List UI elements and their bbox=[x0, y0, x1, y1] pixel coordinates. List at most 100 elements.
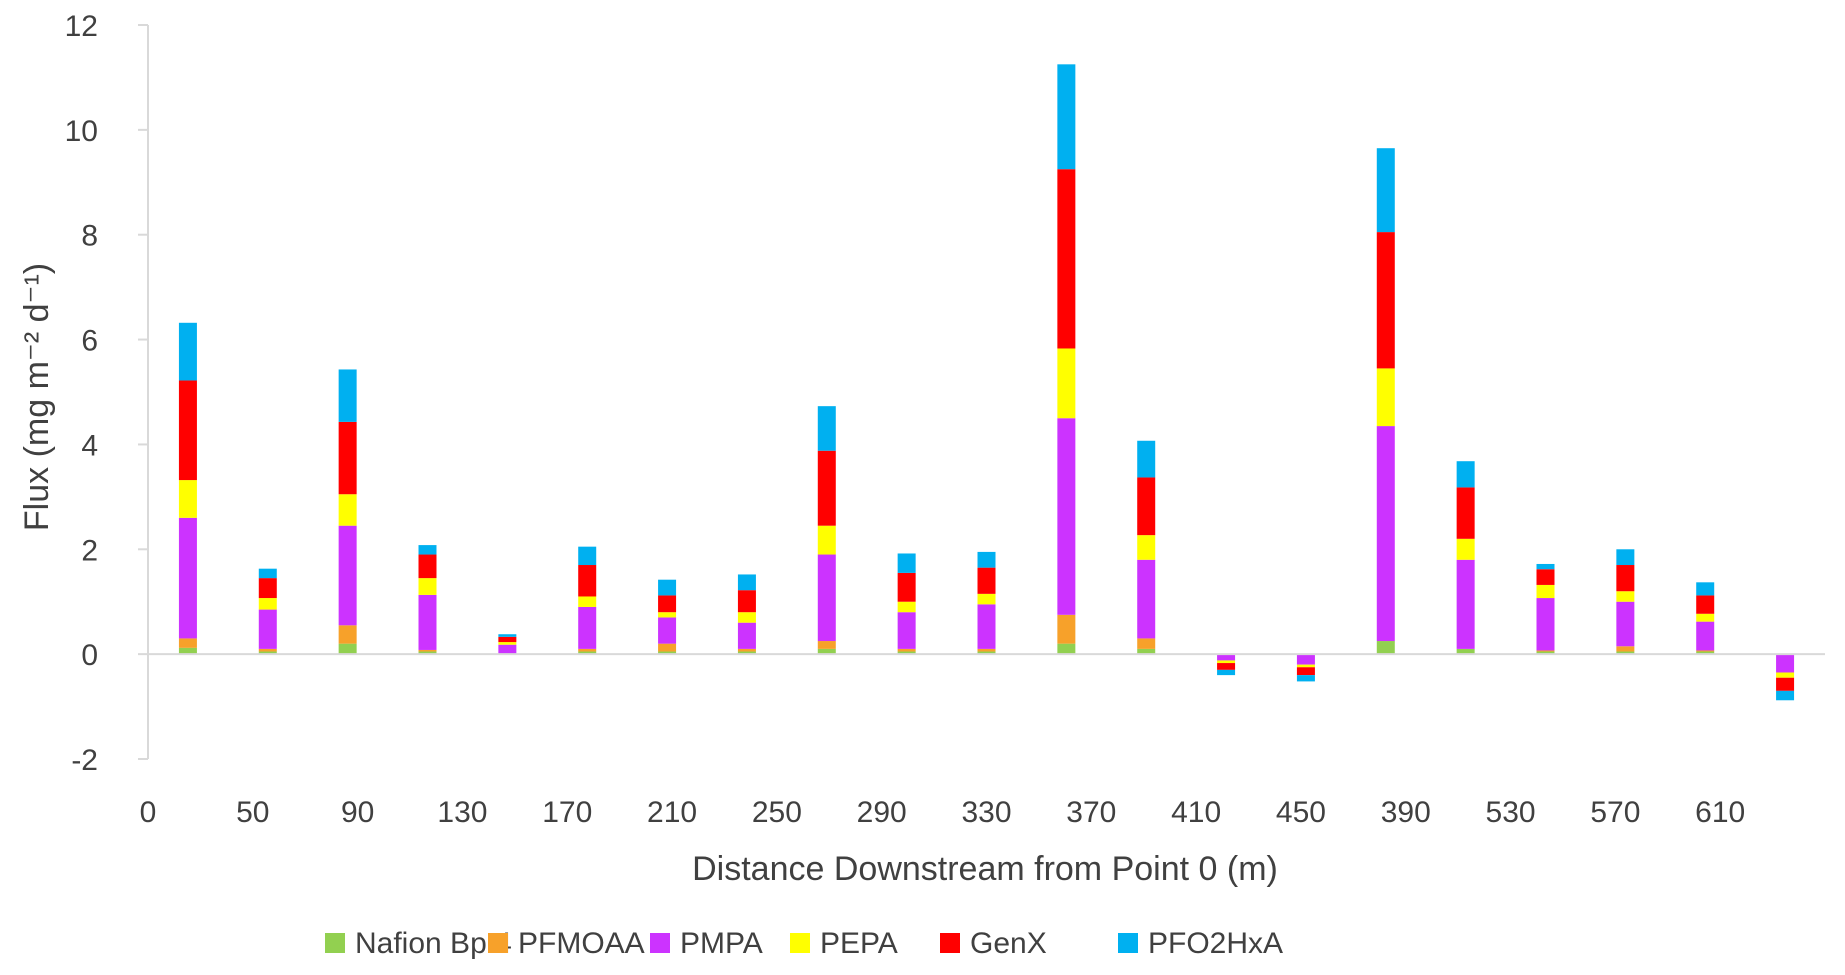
bar-segment bbox=[1616, 549, 1635, 566]
y-tick-label: 12 bbox=[65, 10, 98, 43]
bar-segment bbox=[498, 636, 517, 643]
bar-segment bbox=[578, 651, 597, 655]
bar-segment bbox=[178, 517, 197, 639]
y-tick-label: 6 bbox=[81, 325, 98, 358]
bar-segment bbox=[1616, 601, 1635, 647]
bar-segment bbox=[1296, 654, 1315, 665]
y-tick-label: 8 bbox=[81, 220, 98, 253]
bar-segment bbox=[737, 612, 756, 623]
bar-segment bbox=[1137, 440, 1156, 478]
bar-segment bbox=[1057, 64, 1076, 170]
bar-segment bbox=[338, 525, 357, 626]
x-tick-label: 450 bbox=[1276, 796, 1326, 829]
x-tick-label: 290 bbox=[857, 796, 907, 829]
x-tick-label: 410 bbox=[1171, 796, 1221, 829]
bar-segment bbox=[1776, 672, 1795, 678]
bar-segment bbox=[977, 604, 996, 649]
legend-swatch bbox=[650, 933, 670, 953]
bar-segment bbox=[1217, 660, 1236, 664]
bar-segment bbox=[1376, 148, 1395, 233]
legend-label: PEPA bbox=[820, 927, 898, 960]
x-tick-label: 370 bbox=[1066, 796, 1116, 829]
bar-segment bbox=[897, 612, 916, 649]
bar-segment bbox=[418, 545, 437, 555]
bar-segment bbox=[737, 574, 756, 591]
bar-segment bbox=[977, 593, 996, 605]
legend-swatch bbox=[325, 933, 345, 953]
bar-segment bbox=[1776, 677, 1795, 691]
legend-label: PFMOAA bbox=[518, 927, 645, 960]
bar-segment bbox=[737, 651, 756, 655]
bar-segment bbox=[1137, 477, 1156, 536]
bar-segment bbox=[1696, 582, 1715, 596]
x-tick-label: 330 bbox=[961, 796, 1011, 829]
bar-segment bbox=[178, 638, 197, 648]
bar-segment bbox=[1776, 654, 1795, 673]
bar-segment bbox=[817, 554, 836, 642]
y-tick-label: -2 bbox=[71, 744, 98, 777]
bar-segment bbox=[1376, 641, 1395, 655]
bar-segment bbox=[1376, 426, 1395, 642]
bar-segment bbox=[1536, 598, 1555, 651]
bar-segment bbox=[1137, 559, 1156, 639]
bar-segment bbox=[1616, 565, 1635, 592]
bar-segment bbox=[897, 553, 916, 573]
bar-segment bbox=[338, 494, 357, 526]
bar-segment bbox=[1536, 651, 1555, 655]
bar-segment bbox=[1137, 638, 1156, 649]
legend-swatch bbox=[1118, 933, 1138, 953]
bar-segment bbox=[1137, 535, 1156, 560]
bar-segment bbox=[258, 578, 277, 599]
bar-segment bbox=[1057, 643, 1076, 655]
bar-segment bbox=[578, 606, 597, 649]
legend-swatch bbox=[790, 933, 810, 953]
bar-segment bbox=[1376, 368, 1395, 427]
bar-segment bbox=[1696, 621, 1715, 651]
bar-segment bbox=[418, 649, 437, 652]
y-tick-label: 0 bbox=[81, 639, 98, 672]
x-tick-label: 50 bbox=[236, 796, 269, 829]
bar-segment bbox=[897, 572, 916, 602]
x-tick-label: 570 bbox=[1590, 796, 1640, 829]
bar-segment bbox=[258, 568, 277, 579]
bar-segment bbox=[1616, 646, 1635, 652]
bar-segment bbox=[1217, 654, 1236, 661]
bar-segment bbox=[658, 612, 677, 618]
x-tick-label: 390 bbox=[1381, 796, 1431, 829]
bar-segment bbox=[578, 546, 597, 566]
bar-segment bbox=[338, 643, 357, 655]
bar-segment bbox=[1536, 569, 1555, 585]
bar-segment bbox=[1296, 667, 1315, 676]
legend-swatch bbox=[940, 933, 960, 953]
bar-segment bbox=[418, 651, 437, 655]
bar-segment bbox=[1057, 418, 1076, 615]
y-axis-title: Flux (mg m⁻² d⁻¹) bbox=[18, 263, 56, 531]
x-tick-label: 170 bbox=[542, 796, 592, 829]
bar-segment bbox=[658, 595, 677, 613]
bar-segment bbox=[178, 480, 197, 518]
bar-segment bbox=[817, 648, 836, 655]
bar-segment bbox=[1456, 487, 1475, 539]
x-tick-labels: 0 50 90 130 170 210 250 290 330 370 410 450 390 530 57… bbox=[140, 796, 1746, 829]
bar-segment bbox=[897, 651, 916, 655]
bar-segment bbox=[338, 369, 357, 422]
bar-segment bbox=[658, 651, 677, 655]
y-tick-label: 2 bbox=[81, 534, 98, 567]
bar-segment bbox=[1057, 614, 1076, 644]
legend: Nafion Bp 4 PFMOAA PMPA PEPA GenX PFO2HxA bbox=[325, 927, 1283, 960]
bar-segment bbox=[977, 567, 996, 594]
bar-segment bbox=[737, 590, 756, 613]
bar-segment bbox=[658, 579, 677, 596]
bar-segment bbox=[418, 554, 437, 579]
bar-segment bbox=[1456, 461, 1475, 488]
bar-segment bbox=[658, 617, 677, 644]
x-tick-label: 210 bbox=[647, 796, 697, 829]
x-tick-label: 130 bbox=[437, 796, 487, 829]
bar-segment bbox=[737, 622, 756, 649]
bar-segment bbox=[1296, 664, 1315, 668]
x-tick-label: 90 bbox=[341, 796, 374, 829]
bar-segment bbox=[1296, 675, 1315, 682]
legend-label: GenX bbox=[970, 927, 1047, 960]
